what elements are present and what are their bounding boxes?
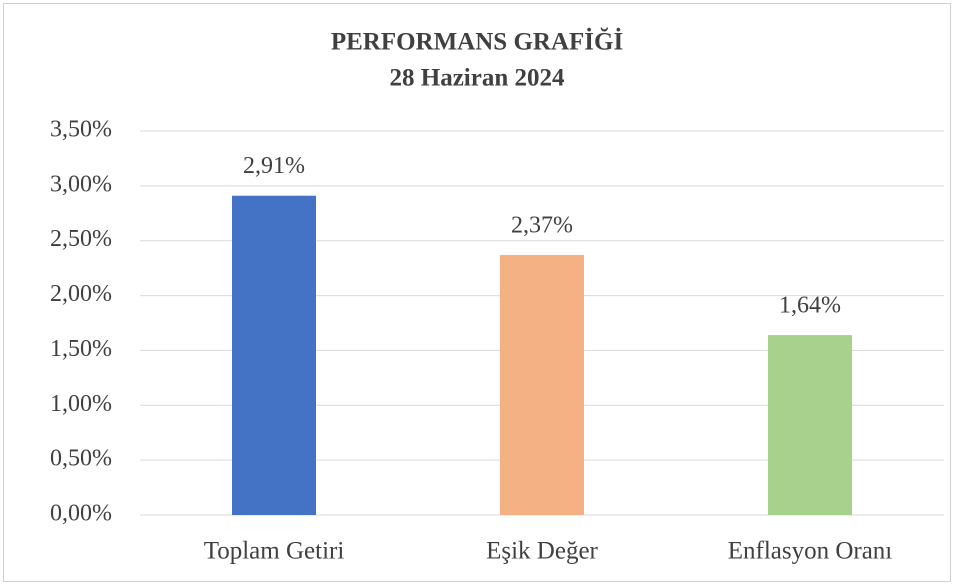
- data-label: 1,64%: [779, 293, 841, 319]
- x-tick-label: Eşik Değer: [486, 538, 598, 565]
- y-tick-label: 3,00%: [50, 171, 112, 197]
- data-label: 2,37%: [511, 212, 573, 238]
- y-tick-label: 2,00%: [50, 281, 112, 307]
- y-tick-label: 0,00%: [50, 501, 112, 527]
- y-tick-label: 3,50%: [50, 117, 112, 143]
- chart-subtitle: 28 Haziran 2024: [390, 65, 565, 92]
- bar: [232, 195, 316, 515]
- chart-title: PERFORMANS GRAFİĞİ: [331, 27, 623, 56]
- y-tick-label: 1,00%: [50, 391, 112, 417]
- y-tick-label: 0,50%: [50, 446, 112, 472]
- y-tick-label: 2,50%: [50, 226, 112, 252]
- data-label: 2,91%: [243, 153, 305, 179]
- x-tick-label: Enflasyon Oranı: [728, 538, 893, 565]
- bar: [768, 335, 852, 515]
- y-tick-label: 1,50%: [50, 336, 112, 362]
- x-tick-label: Toplam Getiri: [204, 538, 345, 565]
- bar: [500, 254, 584, 515]
